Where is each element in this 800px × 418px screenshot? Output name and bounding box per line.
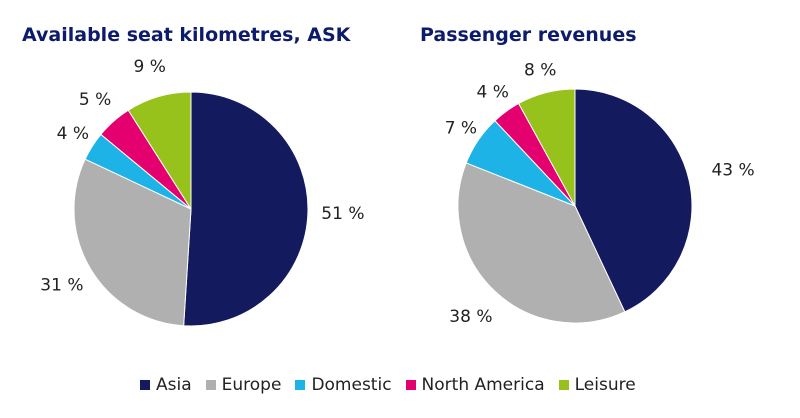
- legend-item-leisure: Leisure: [558, 375, 636, 395]
- pie-1-slice-leisure: [517, 88, 576, 207]
- legend-item-asia: Asia: [140, 375, 192, 395]
- pie-1-slice-asia: [574, 88, 693, 313]
- legend-label-leisure: Leisure: [574, 375, 636, 395]
- pie-0-slice-europe: [73, 158, 192, 327]
- chart-title-ask: Available seat kilometres, ASK: [22, 24, 351, 46]
- legend-swatch-domestic: [295, 380, 306, 390]
- pie-0-slice-leisure: [127, 91, 192, 211]
- legend-label-europe: Europe: [221, 375, 282, 395]
- legend-swatch-north-america: [405, 380, 416, 390]
- legend: Asia Europe Domestic North America Leisu…: [140, 375, 650, 395]
- pie-0-label-domestic: 4 %: [57, 124, 89, 144]
- pie-1-label-north-america: 4 %: [477, 83, 509, 103]
- legend-item-domestic: Domestic: [295, 375, 392, 395]
- chart-title-passenger-revenues: Passenger revenues: [420, 24, 637, 46]
- pie-0-label-north-america: 5 %: [79, 90, 111, 110]
- legend-swatch-leisure: [558, 380, 569, 390]
- legend-item-north-america: North America: [405, 375, 545, 395]
- pie-1-label-leisure: 8 %: [524, 60, 556, 80]
- pie-1-label-asia: 43 %: [711, 161, 754, 181]
- pie-1-slice-europe: [457, 162, 626, 324]
- pie-0-label-asia: 51 %: [321, 204, 364, 224]
- legend-label-asia: Asia: [156, 375, 192, 395]
- pie-charts: 51 %31 %4 %5 %9 %43 %38 %7 %4 %8 %: [40, 57, 754, 327]
- legend-label-north-america: North America: [421, 375, 545, 395]
- legend-swatch-europe: [205, 380, 216, 390]
- legend-label-domestic: Domestic: [311, 375, 392, 395]
- pie-0-label-leisure: 9 %: [134, 57, 166, 77]
- pie-0-label-europe: 31 %: [40, 275, 83, 295]
- legend-swatch-asia: [140, 380, 150, 390]
- legend-item-europe: Europe: [205, 375, 282, 395]
- pie-1-label-domestic: 7 %: [445, 118, 477, 138]
- pie-0-slice-asia: [183, 91, 309, 327]
- pie-1-label-europe: 38 %: [449, 307, 492, 327]
